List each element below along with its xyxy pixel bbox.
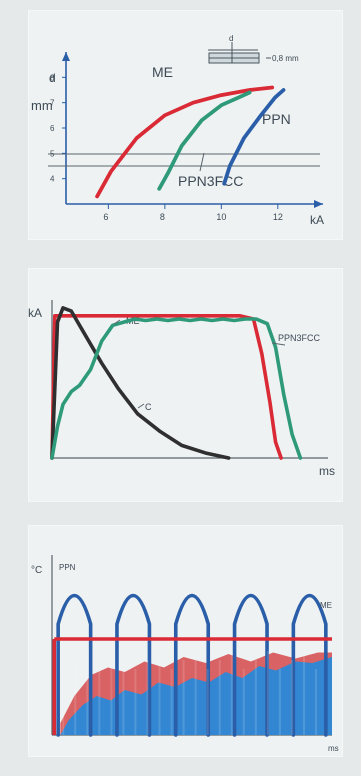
- series-line-0: [95, 85, 275, 199]
- ppn-pulse-2: [173, 593, 211, 737]
- current-profile-chart: kA ms ME PPN3FCC C: [28, 300, 335, 478]
- x-axis-label: kA: [310, 213, 324, 227]
- c-leader-line: [137, 403, 145, 409]
- x-axis-label: ms: [319, 464, 335, 478]
- inset-symbol: d: [229, 34, 233, 43]
- y-tick-label-2: 6: [50, 124, 55, 133]
- y-tick-label-3: 7: [50, 99, 55, 108]
- lower-fill-band: [60, 657, 333, 735]
- series-line-2: [50, 317, 303, 460]
- series-label-ppn: PPN: [59, 563, 76, 572]
- temperature-profile-chart: °C ms PPN ME: [31, 555, 339, 753]
- series-label-ppn3fcc: PPN3FCC: [178, 173, 243, 189]
- series-label-me: ME: [320, 601, 332, 610]
- series-line-1: [157, 90, 252, 191]
- series-label-me: ME: [152, 64, 173, 80]
- x-tick-label-3: 12: [273, 212, 283, 222]
- series-line-2: [222, 88, 286, 186]
- y-axis-arrow: [62, 52, 70, 61]
- series-line-1: [50, 306, 231, 460]
- series-label-ppn: PPN: [262, 111, 291, 127]
- temperature-profile-panel: °C ms PPN ME: [28, 525, 343, 757]
- inset-plate-bottom: [208, 57, 260, 64]
- inset-plate-top: [208, 52, 260, 59]
- chart2-data-layer: [50, 306, 303, 460]
- x-tick-label-2: 10: [216, 212, 226, 222]
- y-axis-label: kA: [28, 306, 42, 320]
- chart1-data-layer: 6 8 10 12 4 5 6 7 8: [48, 73, 320, 222]
- nugget-diameter-panel: d mm kA d 0,8 mm ME PPN PPN3FCC 6 8 10 12 4 5…: [28, 10, 343, 240]
- ppn-pulse-3: [232, 593, 269, 737]
- ppn3fcc-leader-line: [199, 152, 205, 172]
- x-axis-arrow: [314, 200, 323, 208]
- x-tick-label-0: 6: [103, 212, 108, 222]
- chart3-data-layer: [52, 593, 333, 737]
- me-leader-line: [113, 319, 121, 325]
- x-axis-label: ms: [328, 744, 339, 753]
- ppn-pulse-1: [115, 593, 152, 737]
- ppn3fcc-leader-line: [271, 342, 286, 346]
- nugget-diameter-chart: d mm kA d 0,8 mm ME PPN PPN3FCC 6 8 10 12 4 5…: [31, 34, 324, 227]
- y-tick-label-4: 8: [50, 73, 55, 82]
- ppn-pulse-0: [56, 593, 93, 737]
- inset-thickness-label: 0,8 mm: [272, 54, 299, 63]
- series-label-ppn3fcc: PPN3FCC: [278, 333, 321, 343]
- y-tick-label-0: 4: [50, 175, 55, 184]
- y-top-tick-label: d: [49, 71, 56, 85]
- y-axis-label: °C: [31, 565, 42, 576]
- x-tick-label-1: 8: [160, 212, 165, 222]
- y-axis-label: mm: [31, 98, 53, 113]
- ppn-pulse-4: [291, 593, 328, 737]
- y-tick-label-1: 5: [50, 149, 55, 158]
- series-label-c: C: [145, 402, 152, 412]
- current-profile-panel: kA ms ME PPN3FCC C: [28, 268, 343, 502]
- inset-diagram: d 0,8 mm: [208, 34, 299, 64]
